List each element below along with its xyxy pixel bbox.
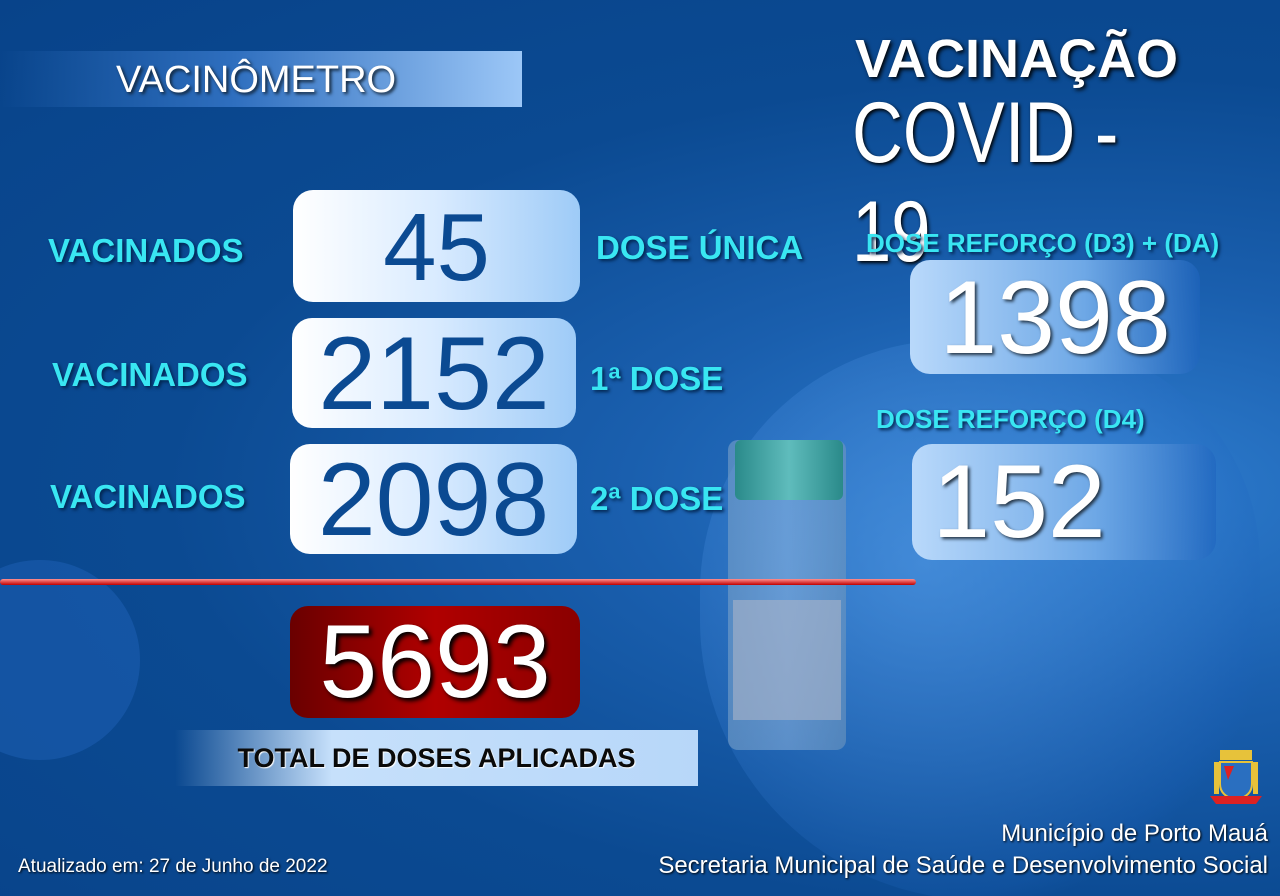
booster-d3-value: 1398 [910,260,1200,374]
department-name: Secretaria Municipal de Saúde e Desenvol… [658,852,1268,879]
dose2-value: 2098 [290,444,577,554]
row-label-left: VACINADOS [48,232,244,269]
red-divider [0,579,916,585]
vial-cap [735,440,843,500]
dose-unica-value: 45 [293,190,580,302]
booster-d4-label: DOSE REFORÇO (D4) [876,404,1145,434]
row-label-left: VACINADOS [50,478,246,515]
dose1-value: 2152 [292,318,576,428]
title-covid: COVID - 19 [852,85,1119,280]
municipality-name: Município de Porto Mauá [1001,820,1268,847]
row-label-right: 1ª DOSE [590,360,724,397]
banner-title: VACINÔMETRO [116,59,397,101]
vial-label [733,600,841,720]
municipal-coat-of-arms-logo [1208,748,1264,810]
booster-d4-value: 152 [912,444,1216,560]
vacinometro-banner: VACINÔMETRO [0,51,522,107]
row-label-left: VACINADOS [52,356,248,393]
total-doses-label: TOTAL DE DOSES APLICADAS [175,730,698,786]
total-doses-value: 5693 [290,606,580,718]
title-vacinacao: VACINAÇÃO [855,29,1178,89]
row-label-right: 2ª DOSE [590,480,724,517]
virus-illustration [0,560,140,760]
booster-d3-label: DOSE REFORÇO (D3) + (DA) [866,228,1220,258]
row-label-right: DOSE ÚNICA [596,229,804,266]
updated-date: Atualizado em: 27 de Junho de 2022 [18,856,328,877]
